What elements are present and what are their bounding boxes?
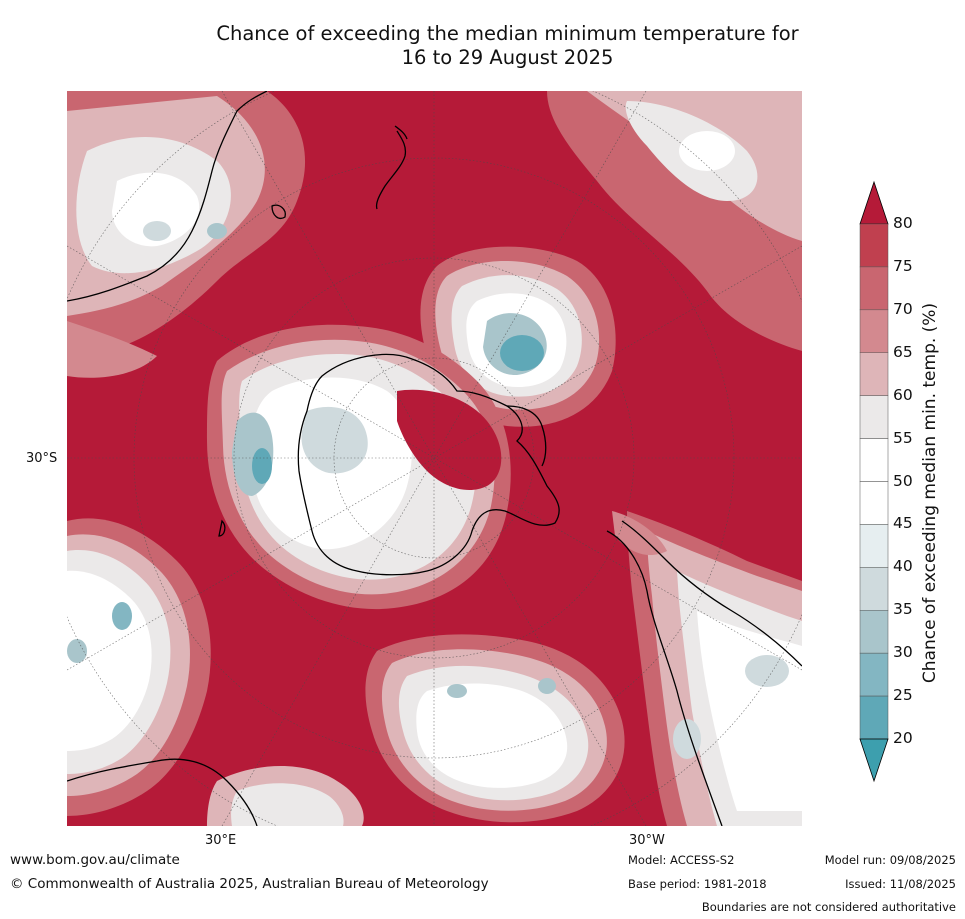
- footer-disclaimer: Boundaries are not considered authoritat…: [701, 900, 956, 914]
- colorbar-block-70-75: [859, 266, 889, 311]
- colorbar-bottom-extend: [859, 738, 889, 783]
- polar-map: [67, 91, 802, 826]
- colorbar-block-75-80: [859, 223, 889, 268]
- footer-issued: Issued: 11/08/2025: [845, 877, 956, 891]
- footer-website[interactable]: www.bom.gov.au/climate: [10, 852, 180, 868]
- new-zealand-coastline: [375, 130, 407, 210]
- footer-model: Model: ACCESS-S2: [628, 853, 735, 867]
- lon-label-30w: 30°W: [629, 833, 665, 848]
- colorbar-tick-25: 25: [893, 686, 913, 705]
- colorbar-tick-50: 50: [893, 471, 913, 490]
- coastlines: [67, 91, 802, 826]
- antarctic-peninsula-coastline: [506, 405, 547, 467]
- colorbar: [850, 180, 910, 785]
- colorbar-block-25-30: [859, 652, 889, 697]
- anomaly-field: [67, 91, 802, 826]
- map-title: Chance of exceeding the median minimum t…: [150, 22, 865, 70]
- colorbar-tick-60: 60: [893, 385, 913, 404]
- colorbar-block-40-45: [859, 524, 889, 568]
- graticule: [67, 91, 802, 826]
- colorbar-tick-55: 55: [893, 428, 913, 447]
- colorbar-tick-75: 75: [893, 256, 913, 275]
- madagascar-coastline: [218, 519, 226, 537]
- africa-coastline: [67, 758, 258, 826]
- south-america-coastline: [621, 520, 802, 667]
- colorbar-block-50-55: [859, 438, 889, 482]
- colorbar-block-55-60: [859, 395, 889, 439]
- south-america-east-coastline: [606, 530, 723, 826]
- colorbar-tick-65: 65: [893, 342, 913, 361]
- title-line-1: Chance of exceeding the median minimum t…: [216, 22, 799, 45]
- australia-coastline: [67, 91, 268, 302]
- colorbar-block-65-70: [859, 309, 889, 353]
- colorbar-tick-45: 45: [893, 514, 913, 533]
- colorbar-tick-30: 30: [893, 643, 913, 662]
- new-zealand-north-coastline: [394, 125, 408, 140]
- colorbar-tick-20: 20: [893, 729, 913, 747]
- colorbar-tick-70: 70: [893, 299, 913, 318]
- colorbar-tick-40: 40: [893, 557, 913, 576]
- colorbar-block-45-50: [859, 481, 889, 525]
- colorbar-top-extend: [859, 180, 889, 225]
- footer-model-run: Model run: 09/08/2025: [824, 853, 956, 867]
- colorbar-block-35-40: [859, 567, 889, 611]
- tasmania-coastline: [271, 204, 286, 220]
- colorbar-blocks: [859, 223, 889, 740]
- lon-label-30e: 30°E: [205, 833, 237, 848]
- colorbar-label: Chance of exceeding median min. temp. (%…: [920, 302, 940, 684]
- colorbar-tick-35: 35: [893, 600, 913, 619]
- colorbar-block-30-35: [859, 610, 889, 654]
- footer-copyright: © Commonwealth of Australia 2025, Austra…: [10, 876, 489, 892]
- colorbar-block-20-25: [859, 695, 889, 740]
- lat-label-30s: 30°S: [26, 451, 58, 466]
- antarctica-coastline: [297, 353, 560, 576]
- title-line-2: 16 to 29 August 2025: [401, 46, 614, 69]
- colorbar-block-60-65: [859, 352, 889, 396]
- footer-base-period: Base period: 1981-2018: [628, 877, 767, 891]
- colorbar-tick-80: 80: [893, 214, 913, 232]
